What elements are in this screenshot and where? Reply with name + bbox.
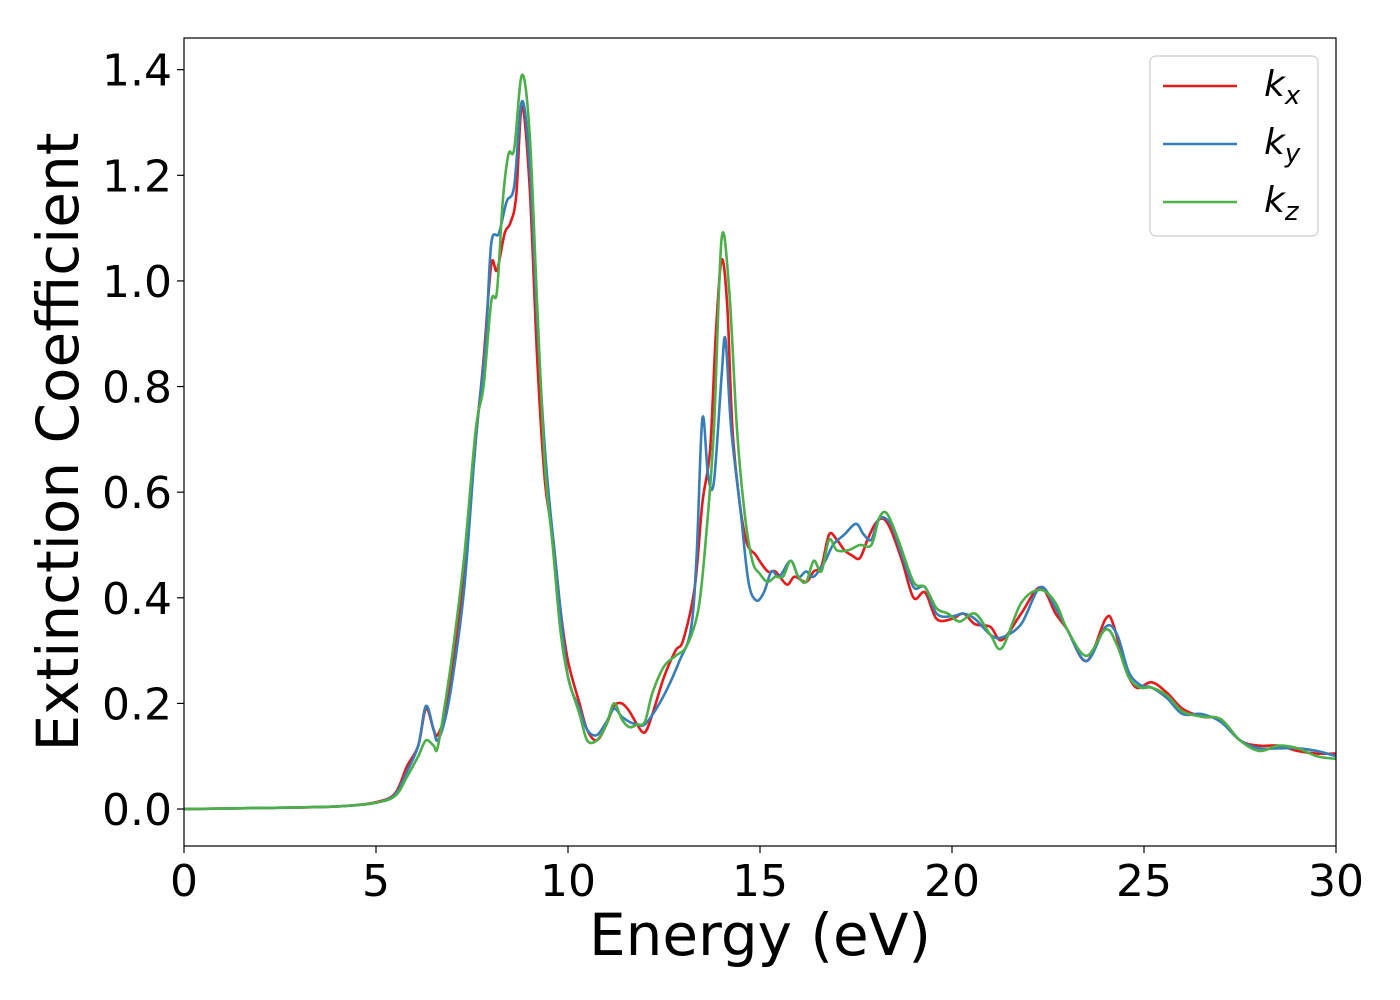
x-tick-label: 10	[540, 856, 596, 907]
x-axis-ticks: 0 5 10 15 20 25 30	[170, 846, 1364, 907]
y-tick-label: 1.2	[102, 151, 172, 202]
legend-label-ky: ky	[1264, 122, 1301, 169]
series-layer	[183, 73, 1337, 811]
y-tick-label: 0.0	[102, 785, 172, 836]
x-axis-title: Energy (eV)	[589, 901, 931, 969]
plot-background	[184, 38, 1336, 846]
y-tick-label: 0.8	[102, 363, 172, 414]
x-tick-label: 30	[1308, 856, 1364, 907]
y-tick-label: 1.4	[102, 46, 172, 97]
y-tick-label: 1.0	[102, 257, 172, 308]
x-tick-label: 20	[924, 856, 980, 907]
x-tick-label: 0	[170, 856, 198, 907]
y-tick-label: 0.4	[102, 574, 172, 625]
x-tick-label: 25	[1116, 856, 1172, 907]
x-tick-label: 15	[732, 856, 788, 907]
y-axis-title: Extinction Coefficient	[24, 133, 92, 752]
y-tick-label: 0.2	[102, 679, 172, 730]
legend-box	[1149, 55, 1319, 237]
y-tick-label: 0.6	[102, 468, 172, 519]
y-axis-ticks: 0.0 0.2 0.4 0.6 0.8 1.0 1.2 1.4	[102, 46, 184, 836]
x-tick-label: 5	[362, 856, 390, 907]
series-line-kz	[183, 73, 1337, 811]
